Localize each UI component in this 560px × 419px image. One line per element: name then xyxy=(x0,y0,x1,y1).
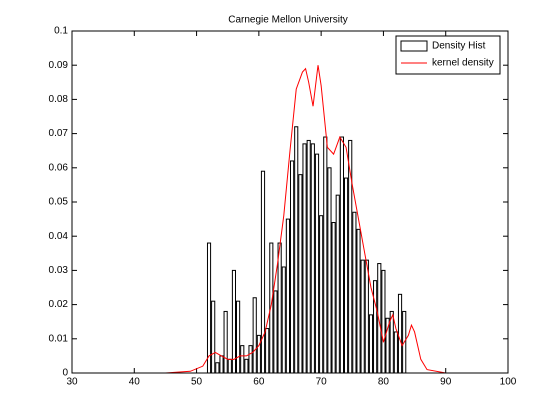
x-tick-label: 80 xyxy=(378,377,390,388)
hist-bar xyxy=(360,259,365,374)
hist-bar xyxy=(281,266,286,374)
y-tick-label: 0.05 xyxy=(49,197,69,208)
hist-bar xyxy=(294,126,299,374)
x-tick-label: 30 xyxy=(66,377,78,388)
hist-bar xyxy=(244,358,249,374)
hist-bar xyxy=(240,345,245,374)
hist-bar xyxy=(290,160,295,374)
y-tick-label: 0.09 xyxy=(49,60,69,71)
y-tick-label: 0.07 xyxy=(49,128,69,139)
hist-bar xyxy=(277,242,282,374)
y-tick-label: 0 xyxy=(62,368,68,379)
y-tick-label: 0.01 xyxy=(49,333,69,344)
hist-bar xyxy=(256,334,261,374)
hist-bar xyxy=(252,297,257,374)
hist-bar xyxy=(223,310,228,374)
y-tick-label: 0.03 xyxy=(49,265,69,276)
x-tick-label: 60 xyxy=(253,377,265,388)
hist-bar xyxy=(373,280,378,374)
legend-label: Density Hist xyxy=(432,41,486,52)
legend-label: kernel density xyxy=(432,58,494,69)
x-tick-label: 70 xyxy=(316,377,328,388)
x-tick-label: 50 xyxy=(191,377,203,388)
hist-bar xyxy=(227,358,232,374)
density-line xyxy=(121,65,484,374)
hist-bar xyxy=(352,211,357,374)
hist-bar xyxy=(206,242,212,374)
hist-bar xyxy=(339,136,345,374)
hist-bar xyxy=(364,259,369,374)
hist-bar xyxy=(344,177,349,374)
chart-title: Carnegie Mellon University xyxy=(228,15,348,26)
hist-bar xyxy=(211,300,216,374)
hist-bar xyxy=(231,269,236,374)
hist-bar xyxy=(298,174,303,374)
y-tick-label: 0.08 xyxy=(49,94,69,105)
hist-bar xyxy=(235,300,241,374)
hist-bar xyxy=(260,170,266,374)
hist-bar xyxy=(310,143,315,374)
y-tick-label: 0.1 xyxy=(54,26,68,37)
hist-bar xyxy=(273,290,278,374)
hist-bar xyxy=(368,314,374,374)
hist-bar xyxy=(219,355,224,374)
x-tick-label: 100 xyxy=(500,377,517,388)
legend-swatch xyxy=(400,40,428,52)
hist-bar xyxy=(215,362,220,374)
hist-bar xyxy=(319,215,324,374)
plot-area xyxy=(72,31,508,373)
hist-bar xyxy=(397,293,403,374)
hist-bar xyxy=(285,218,290,374)
hist-bar xyxy=(265,328,270,374)
hist-bar xyxy=(331,222,336,374)
x-tick-label: 40 xyxy=(129,377,141,388)
hist-bar xyxy=(381,269,386,374)
x-tick-label: 90 xyxy=(440,377,452,388)
y-tick-label: 0.04 xyxy=(49,231,69,242)
hist-bar xyxy=(302,143,307,374)
y-tick-label: 0.02 xyxy=(49,299,69,310)
hist-bar xyxy=(323,136,328,374)
y-tick-label: 0.06 xyxy=(49,162,69,173)
hist-bar xyxy=(335,194,340,374)
axes-box xyxy=(71,30,509,374)
hist-bar xyxy=(248,345,253,374)
hist-bar xyxy=(306,139,311,374)
hist-bar xyxy=(356,228,361,374)
hist-bar xyxy=(393,331,398,374)
hist-bar xyxy=(314,153,320,374)
hist-bar xyxy=(327,167,332,374)
